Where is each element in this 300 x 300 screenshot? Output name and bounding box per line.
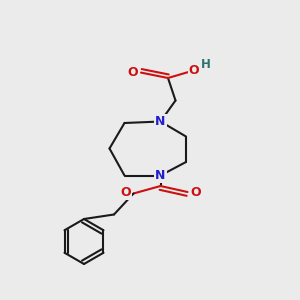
Text: O: O	[127, 65, 138, 79]
Text: H: H	[201, 58, 211, 71]
Text: N: N	[155, 169, 166, 182]
Text: O: O	[189, 64, 200, 77]
Text: O: O	[190, 186, 201, 199]
Text: O: O	[120, 186, 131, 200]
Text: N: N	[155, 115, 166, 128]
